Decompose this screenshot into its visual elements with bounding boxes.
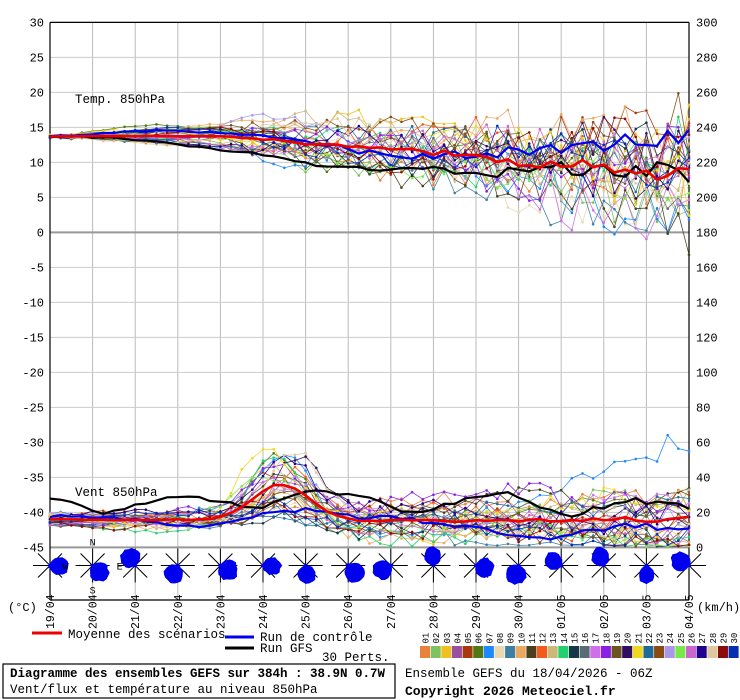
svg-text:Run GFS: Run GFS: [260, 642, 313, 656]
svg-text:5: 5: [37, 191, 44, 205]
svg-text:18: 18: [602, 633, 612, 644]
svg-text:Vent/flux et température au ni: Vent/flux et température au niveau 850hP…: [10, 683, 318, 697]
svg-text:N: N: [90, 539, 96, 550]
svg-text:03: 03: [443, 633, 453, 644]
svg-text:22/04: 22/04: [173, 594, 186, 629]
svg-text:26/04: 26/04: [343, 594, 356, 629]
svg-text:22: 22: [645, 633, 655, 644]
svg-text:06: 06: [475, 633, 485, 644]
svg-text:20: 20: [696, 506, 710, 520]
svg-text:17: 17: [592, 633, 602, 644]
svg-text:220: 220: [696, 156, 718, 170]
svg-text:20: 20: [624, 633, 634, 644]
svg-text:20: 20: [30, 86, 44, 100]
svg-text:28: 28: [709, 633, 719, 644]
svg-text:Temp. 850hPa: Temp. 850hPa: [75, 93, 166, 107]
svg-text:03/05: 03/05: [641, 594, 654, 629]
svg-text:-10: -10: [22, 296, 44, 310]
svg-text:-15: -15: [22, 331, 44, 345]
svg-text:0: 0: [696, 541, 703, 555]
svg-text:100: 100: [696, 366, 718, 380]
svg-text:15: 15: [30, 121, 44, 135]
svg-text:-25: -25: [22, 401, 44, 415]
svg-text:200: 200: [696, 191, 718, 205]
svg-text:240: 240: [696, 121, 718, 135]
svg-text:16: 16: [581, 633, 591, 644]
svg-text:30 Perts.: 30 Perts.: [322, 651, 390, 665]
svg-text:25: 25: [677, 633, 687, 644]
svg-text:(km/h): (km/h): [697, 601, 740, 615]
svg-text:30: 30: [30, 16, 44, 30]
svg-text:04: 04: [453, 633, 463, 644]
svg-text:27: 27: [698, 633, 708, 644]
svg-text:02/05: 02/05: [599, 594, 612, 629]
svg-text:23: 23: [656, 633, 666, 644]
svg-text:24/04: 24/04: [258, 594, 271, 629]
svg-text:28/04: 28/04: [428, 594, 441, 629]
svg-text:80: 80: [696, 401, 710, 415]
svg-text:10: 10: [30, 156, 44, 170]
svg-text:13: 13: [549, 633, 559, 644]
svg-text:Diagramme des ensembles GEFS s: Diagramme des ensembles GEFS sur 384h : …: [10, 667, 386, 681]
svg-text:05: 05: [464, 633, 474, 644]
svg-text:-5: -5: [30, 261, 44, 275]
svg-text:Ensemble GEFS du 18/04/2026 -: Ensemble GEFS du 18/04/2026 - 06Z: [405, 667, 653, 681]
svg-text:140: 140: [696, 296, 718, 310]
svg-text:07: 07: [485, 633, 495, 644]
svg-text:21/04: 21/04: [130, 594, 143, 629]
svg-text:(°C): (°C): [8, 601, 37, 615]
svg-text:E: E: [117, 563, 123, 574]
svg-text:260: 260: [696, 86, 718, 100]
svg-text:25/04: 25/04: [301, 594, 314, 629]
svg-text:300: 300: [696, 16, 718, 30]
svg-text:04/05: 04/05: [684, 594, 697, 629]
svg-text:280: 280: [696, 51, 718, 65]
svg-text:15: 15: [570, 633, 580, 644]
svg-text:01: 01: [422, 633, 432, 644]
svg-text:11: 11: [528, 633, 538, 644]
svg-text:21: 21: [634, 633, 644, 644]
svg-text:-20: -20: [22, 366, 44, 380]
svg-text:24: 24: [666, 633, 676, 644]
svg-text:W: W: [63, 563, 69, 574]
svg-text:19/04: 19/04: [45, 594, 58, 629]
svg-text:14: 14: [560, 633, 570, 644]
svg-text:Vent 850hPa: Vent 850hPa: [75, 486, 158, 500]
svg-text:19: 19: [613, 633, 623, 644]
svg-text:-30: -30: [22, 436, 44, 450]
svg-text:-40: -40: [22, 506, 44, 520]
svg-text:10: 10: [517, 633, 527, 644]
svg-text:-35: -35: [22, 471, 44, 485]
svg-text:02: 02: [432, 633, 442, 644]
svg-text:-45: -45: [22, 541, 44, 555]
svg-text:0: 0: [37, 226, 44, 240]
svg-text:29/04: 29/04: [471, 594, 484, 629]
svg-text:160: 160: [696, 261, 718, 275]
svg-text:40: 40: [696, 471, 710, 485]
svg-text:Moyenne des scénarios: Moyenne des scénarios: [68, 628, 226, 642]
svg-text:08: 08: [496, 633, 506, 644]
svg-text:23/04: 23/04: [215, 594, 228, 629]
svg-text:Copyright 2026 Meteociel.fr: Copyright 2026 Meteociel.fr: [405, 684, 616, 699]
svg-text:12: 12: [539, 633, 549, 644]
svg-text:27/04: 27/04: [386, 594, 399, 629]
svg-text:180: 180: [696, 226, 718, 240]
svg-text:29: 29: [719, 633, 729, 644]
svg-text:25: 25: [30, 51, 44, 65]
svg-text:26: 26: [688, 633, 698, 644]
svg-text:01/05: 01/05: [556, 594, 569, 629]
svg-text:30/04: 30/04: [514, 594, 527, 629]
svg-text:09: 09: [507, 633, 517, 644]
svg-text:120: 120: [696, 331, 718, 345]
svg-text:30: 30: [730, 633, 740, 644]
svg-text:60: 60: [696, 436, 710, 450]
svg-text:20/04: 20/04: [88, 594, 101, 629]
